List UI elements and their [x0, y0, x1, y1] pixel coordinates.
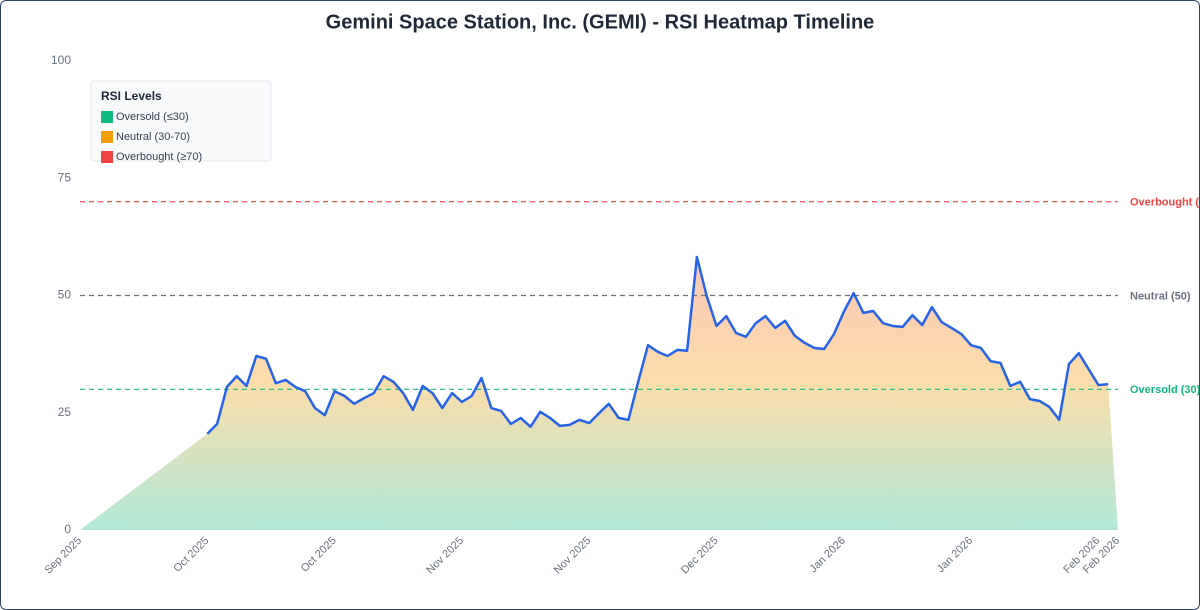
y-tick-label: 25 [58, 405, 72, 419]
legend-label: Overbought (≥70) [116, 151, 202, 163]
chart-title: Gemini Space Station, Inc. (GEMI) - RSI … [326, 11, 875, 33]
reference-label: Oversold (30) [1130, 384, 1199, 396]
legend-swatch [101, 151, 113, 163]
x-tick-label: Sep 2025 [42, 535, 84, 577]
y-tick-label: 75 [58, 170, 72, 184]
x-tick-label: Oct 2025 [171, 535, 211, 575]
legend-label: Neutral (30-70) [116, 131, 190, 143]
x-tick-label: Dec 2025 [679, 535, 721, 577]
x-tick-label: Jan 2026 [807, 535, 847, 575]
rsi-line [206, 255, 1109, 435]
legend-label: Oversold (≤30) [116, 111, 189, 123]
area-fill [80, 257, 1118, 530]
x-tick-label: Nov 2025 [552, 535, 594, 577]
y-tick-label: 0 [64, 522, 71, 536]
legend-box [90, 80, 272, 162]
y-tick-label: 50 [58, 288, 72, 302]
x-tick-label: Jan 2026 [935, 535, 975, 575]
y-tick-label: 100 [51, 53, 71, 67]
x-tick-label: Nov 2025 [424, 535, 466, 577]
legend-swatch [101, 111, 113, 123]
legend-title: RSI Levels [101, 89, 162, 103]
legend-swatch [101, 131, 113, 143]
reference-label: Overbought (70) [1130, 197, 1199, 209]
reference-label: Neutral (50) [1130, 290, 1191, 302]
x-tick-label: Oct 2025 [299, 535, 339, 575]
